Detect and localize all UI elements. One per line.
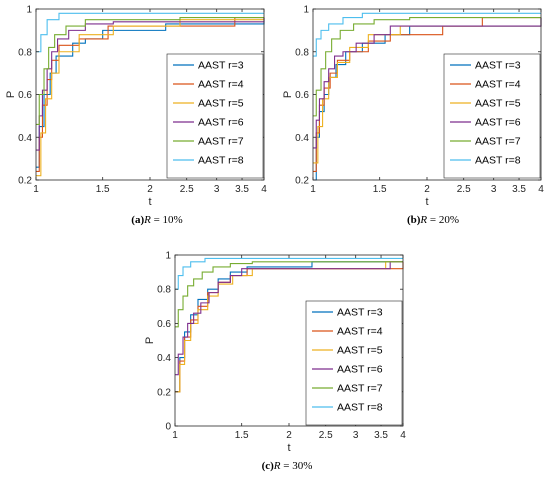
legend-entry-0: AAST r=3	[337, 307, 383, 319]
series-line-0	[36, 17, 265, 168]
y-axis-label: P	[5, 91, 17, 98]
series-line-5	[36, 12, 264, 53]
legend-entry-5: AAST r=8	[198, 155, 244, 167]
caption-variable: R	[273, 460, 281, 472]
caption-text: = 30%	[281, 460, 313, 472]
series-line-5	[313, 12, 541, 57]
caption-tag: (a)	[131, 214, 144, 226]
x-tick-label-1: 1.5	[235, 430, 249, 441]
series-line-2	[313, 17, 542, 164]
legend-box	[166, 53, 264, 179]
series-line-3	[36, 17, 265, 151]
y-tick-label-0: 0	[165, 422, 171, 433]
y-tick-label-3: 0.6	[157, 319, 171, 330]
x-axis-label: t	[287, 442, 290, 454]
legend-entry-0: AAST r=3	[198, 60, 244, 72]
y-axis-label: P	[144, 337, 156, 344]
y-tick-label-2: 0.4	[157, 353, 171, 364]
legend-box	[443, 53, 541, 179]
x-tick-label-4: 3	[214, 184, 220, 195]
caption-variable: R	[419, 214, 427, 226]
legend-entry-4: AAST r=7	[475, 136, 521, 148]
series-line-4	[175, 261, 403, 328]
x-tick-label-1: 1.5	[373, 184, 387, 195]
y-tick-label-3: 0.8	[295, 47, 309, 58]
y-tick-label-3: 0.8	[18, 47, 32, 58]
x-tick-label-3: 2.5	[457, 184, 471, 195]
legend-entry-1: AAST r=4	[198, 79, 244, 91]
legend-entry-2: AAST r=5	[475, 98, 521, 110]
legend-entry-3: AAST r=6	[337, 364, 383, 376]
series-line-4	[36, 17, 264, 125]
legend: AAST r=3 AAST r=4 AAST r=5 AAST r=6 AAST r=7…	[443, 53, 541, 179]
legend-entry-0: AAST r=3	[475, 60, 521, 72]
chart-caption: (a)R = 10%	[131, 214, 182, 226]
series-line-5	[175, 257, 403, 290]
x-tick-label-1: 1.5	[96, 184, 110, 195]
y-axis-label: P	[282, 91, 294, 98]
legend-entry-1: AAST r=4	[337, 326, 383, 338]
legend-entry-5: AAST r=8	[475, 155, 521, 167]
x-tick-label-5: 3.5	[512, 184, 526, 195]
y-tick-label-5: 1	[165, 251, 171, 262]
x-tick-label-6: 4	[400, 430, 406, 441]
y-tick-label-4: 1	[303, 5, 309, 16]
y-tick-label-1: 0.4	[18, 133, 32, 144]
legend-entry-5: AAST r=8	[337, 402, 383, 414]
x-axis-label: t	[425, 196, 428, 208]
x-tick-label-5: 3.5	[374, 430, 388, 441]
x-tick-label-2: 2	[424, 184, 430, 195]
x-tick-label-0: 1	[310, 184, 316, 195]
x-tick-label-0: 1	[172, 430, 178, 441]
series-line-3	[313, 17, 542, 149]
y-tick-label-4: 0.8	[157, 285, 171, 296]
series-line-3	[175, 261, 403, 376]
chart-caption: (c)R = 30%	[262, 460, 313, 472]
x-tick-label-6: 4	[538, 184, 544, 195]
caption-text: = 20%	[427, 214, 459, 226]
legend-entry-4: AAST r=7	[198, 136, 244, 148]
series-line-2	[36, 17, 265, 177]
x-tick-label-2: 2	[286, 430, 292, 441]
x-axis-label: t	[148, 196, 151, 208]
y-tick-label-2: 0.6	[295, 90, 309, 101]
caption-tag: (b)	[407, 214, 421, 226]
x-tick-label-0: 1	[33, 184, 39, 195]
legend: AAST r=3 AAST r=4 AAST r=5 AAST r=6 AAST r=7…	[305, 300, 403, 426]
caption-variable: R	[143, 214, 151, 226]
y-tick-label-0: 0.2	[295, 176, 309, 187]
y-tick-label-2: 0.6	[18, 90, 32, 101]
legend-entry-2: AAST r=5	[198, 98, 244, 110]
x-tick-label-3: 2.5	[319, 430, 333, 441]
legend-entry-4: AAST r=7	[337, 383, 383, 395]
legend-entry-3: AAST r=6	[198, 117, 244, 129]
y-tick-label-4: 1	[26, 5, 32, 16]
legend: AAST r=3 AAST r=4 AAST r=5 AAST r=6 AAST r=7…	[166, 53, 264, 179]
y-tick-label-0: 0.2	[18, 176, 32, 187]
legend-entry-2: AAST r=5	[337, 345, 383, 357]
chart-caption: (b)R = 20%	[407, 214, 459, 226]
x-tick-label-6: 4	[261, 184, 267, 195]
x-tick-label-5: 3.5	[235, 184, 249, 195]
x-tick-label-3: 2.5	[180, 184, 194, 195]
x-tick-label-2: 2	[147, 184, 153, 195]
x-tick-label-4: 3	[491, 184, 497, 195]
y-tick-label-1: 0.2	[157, 387, 171, 398]
x-tick-label-4: 3	[353, 430, 359, 441]
legend-entry-1: AAST r=4	[475, 79, 521, 91]
legend-entry-3: AAST r=6	[475, 117, 521, 129]
caption-text: = 10%	[151, 214, 183, 226]
legend-box	[305, 300, 403, 426]
y-tick-label-1: 0.4	[295, 133, 309, 144]
caption-tag: (c)	[262, 460, 275, 472]
series-line-4	[313, 17, 541, 117]
